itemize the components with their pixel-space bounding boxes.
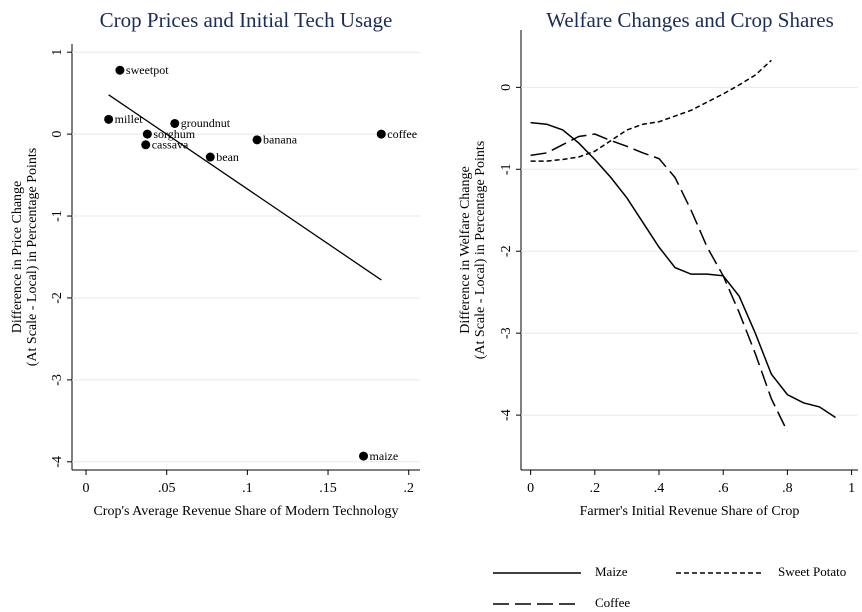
chart-title: Crop Prices and Initial Tech Usage [100,8,393,32]
y-tick-label: -1 [50,210,65,222]
point-label: sorghum [153,127,195,141]
point [141,140,151,150]
fit-line [108,94,382,281]
y-tick-label: -2 [50,292,65,304]
y-tick-label: 0 [50,131,65,138]
y-tick-label: -4 [499,409,514,421]
point [359,451,369,461]
point [376,129,386,139]
point-label: groundnut [181,116,231,130]
x-tick-label: .4 [654,481,665,496]
y-tick-label: -3 [499,327,514,339]
legend-label: Coffee [595,595,630,610]
x-tick-label: .2 [403,481,414,496]
x-axis-title: Crop's Average Revenue Share of Modern T… [93,504,398,519]
point [104,114,114,124]
x-tick-label: .15 [319,481,337,496]
point-label: banana [263,133,298,147]
y-axis-title: (At Scale - Local) in Percentage Points [25,148,40,366]
chart-title: Welfare Changes and Crop Shares [546,8,834,32]
y-tick-label: 1 [50,49,65,56]
y-axis-title: Difference in Price Change [10,181,25,334]
x-tick-label: .6 [718,481,729,496]
series-line [530,121,836,419]
y-tick-label: 0 [499,84,514,91]
point-label: sweetpot [126,63,169,77]
series-line [530,59,772,162]
point [205,152,215,162]
point-label: maize [370,449,399,463]
x-tick-label: 1 [848,481,855,496]
y-axis-title: (At Scale - Local) in Percentage Points [473,141,488,359]
x-tick-label: .05 [158,481,176,496]
point [252,135,262,145]
point [170,118,180,128]
legend-label: Maize [595,564,628,579]
legend-label: Sweet Potato [778,564,846,579]
point-label: bean [216,150,239,164]
x-tick-label: 0 [527,481,534,496]
x-axis-title: Farmer's Initial Revenue Share of Crop [580,504,800,519]
point [115,65,125,75]
y-tick-label: -4 [50,456,65,468]
point-label: coffee [387,127,417,141]
x-tick-label: .8 [782,481,793,496]
y-tick-label: -3 [50,374,65,386]
y-tick-label: -1 [499,163,514,175]
x-tick-label: .2 [590,481,601,496]
series-line [530,133,789,432]
point-label: cassava [152,138,189,152]
x-tick-label: 0 [83,481,90,496]
y-axis-title: Difference in Welfare Change [458,166,473,333]
x-tick-label: .1 [242,481,253,496]
point [142,129,152,139]
y-tick-label: -2 [499,245,514,257]
point-label: millet [115,112,144,126]
